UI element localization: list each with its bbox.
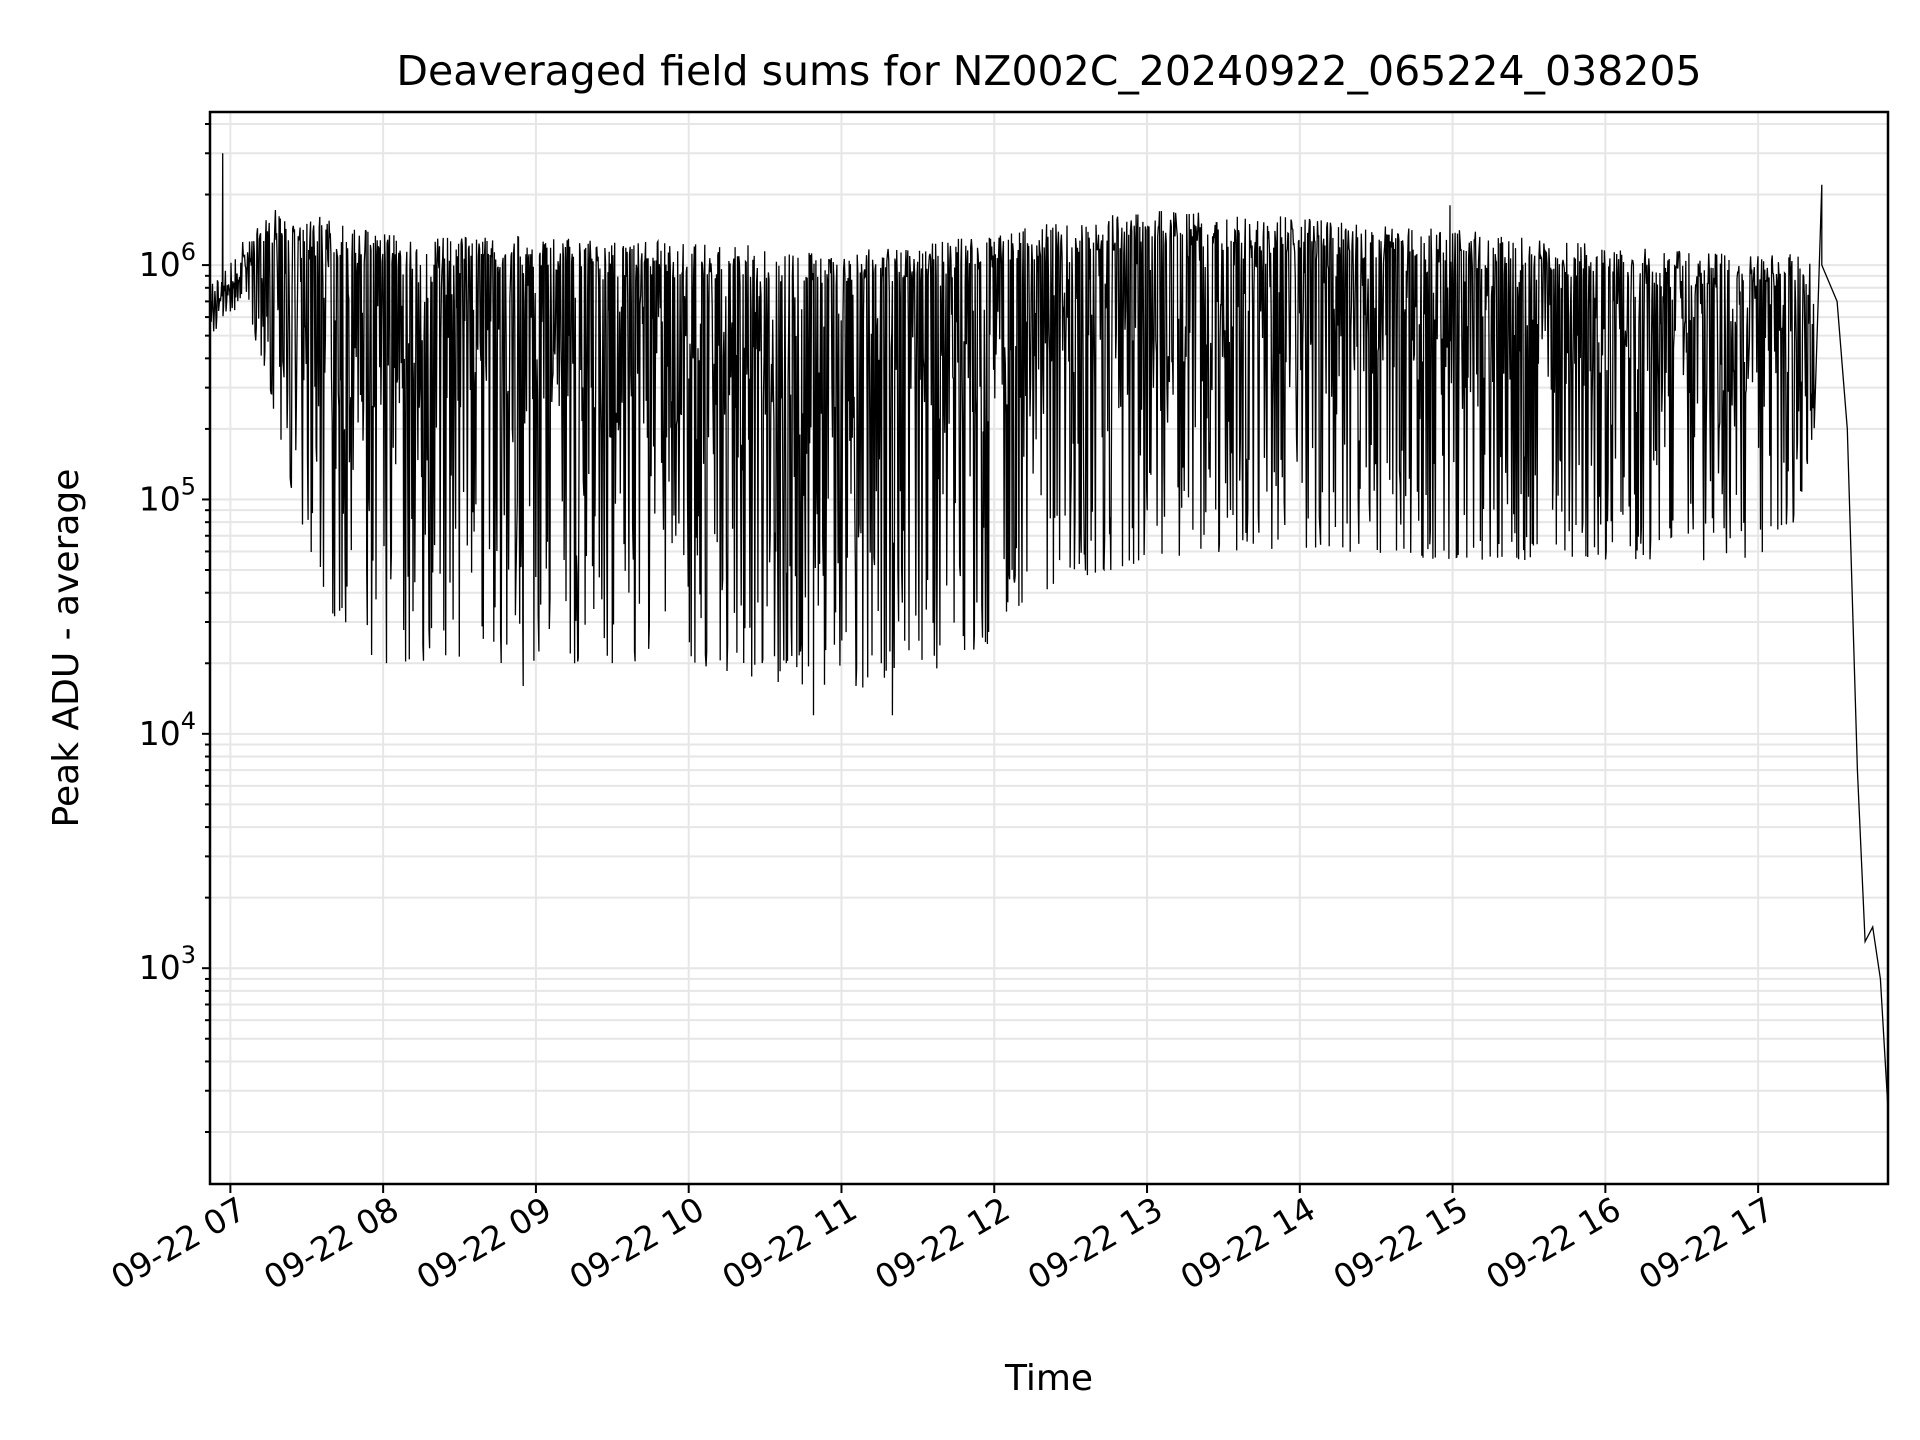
plot-frame [208,110,1890,1186]
x-tick-label: 09-22 16 [1479,1189,1627,1297]
x-tick-label: 09-22 14 [1174,1189,1322,1297]
x-tick-label: 09-22 13 [1021,1189,1169,1297]
y-tick-exponent: 6 [181,238,196,266]
y-tick-base: 10 [139,245,181,284]
grid [210,112,1888,1184]
x-tick-label: 09-22 08 [257,1189,405,1297]
y-tick-exponent: 5 [181,472,196,500]
y-tick-exponent: 4 [181,707,196,735]
x-tick-label: 09-22 15 [1327,1189,1475,1297]
y-tick-base: 10 [139,948,181,987]
y-tick-exponent: 3 [181,941,196,969]
x-tick-label: 09-22 07 [104,1189,252,1297]
x-axis-label: Time [1004,1358,1093,1399]
x-tick-label: 09-22 10 [563,1189,711,1297]
y-tick-label: 106 [139,238,196,284]
y-axis-label: Peak ADU - average [46,469,87,828]
x-tick-label: 09-22 12 [868,1189,1016,1297]
y-tick-label: 105 [139,472,196,518]
y-tick-label: 103 [139,941,196,987]
x-tick-label: 09-22 11 [715,1189,863,1297]
chart-title: Deaveraged field sums for NZ002C_2024092… [396,47,1701,95]
series [209,153,1889,1110]
y-tick-label: 104 [139,707,196,753]
x-tick-label: 09-22 17 [1632,1189,1780,1297]
y-tick-base: 10 [139,714,181,753]
x-tick-label: 09-22 09 [410,1189,558,1297]
x-axis: 09-22 07 09-22 08 09-22 09 09-22 10 09-22 11… [104,1184,1780,1297]
series-line [209,153,1889,1110]
y-tick-base: 10 [139,479,181,518]
